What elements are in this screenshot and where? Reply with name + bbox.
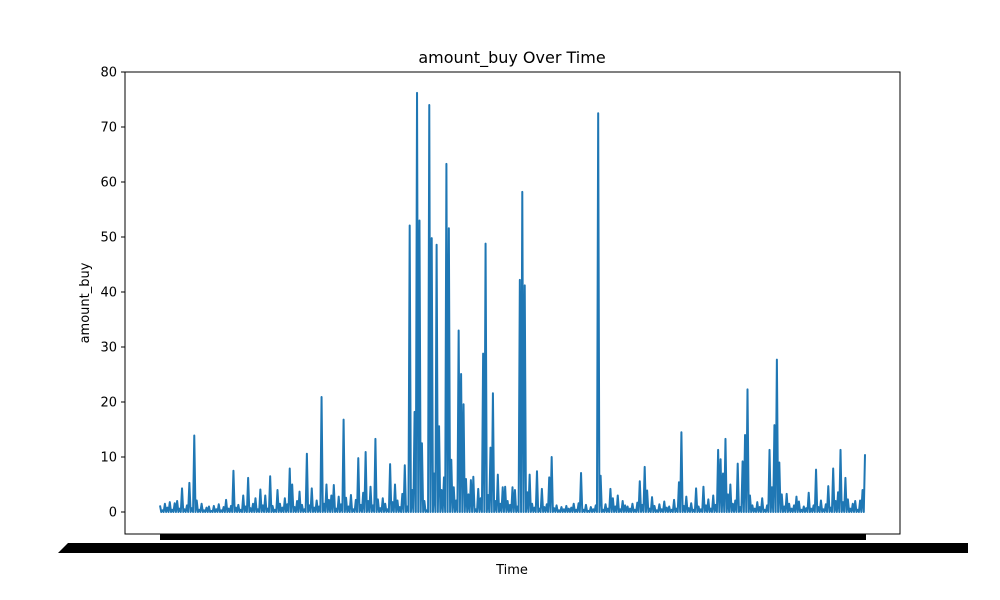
y-tick-label: 0 — [109, 506, 117, 521]
y-tick-label: 70 — [100, 121, 117, 136]
y-tick-label: 40 — [100, 286, 117, 301]
series-line-amount-buy — [159, 91, 866, 513]
x-tick-marks-band — [160, 534, 866, 540]
y-axis-label: amount_buy — [78, 262, 93, 343]
y-axis-ticks: 0 10 20 30 40 50 60 70 80 — [100, 66, 125, 521]
chart-title: amount_buy Over Time — [418, 48, 605, 68]
y-tick-label: 30 — [100, 341, 117, 356]
x-tick-labels-overlapped — [58, 543, 968, 553]
x-axis-label: Time — [495, 563, 528, 578]
y-tick-label: 20 — [100, 396, 117, 411]
x-axis-ticks — [58, 534, 968, 553]
y-tick-label: 60 — [100, 176, 117, 191]
y-tick-label: 50 — [100, 231, 117, 246]
series-group — [159, 91, 866, 513]
y-tick-label: 10 — [100, 451, 117, 466]
plot-frame — [124, 71, 901, 535]
y-tick-label: 80 — [100, 66, 117, 81]
